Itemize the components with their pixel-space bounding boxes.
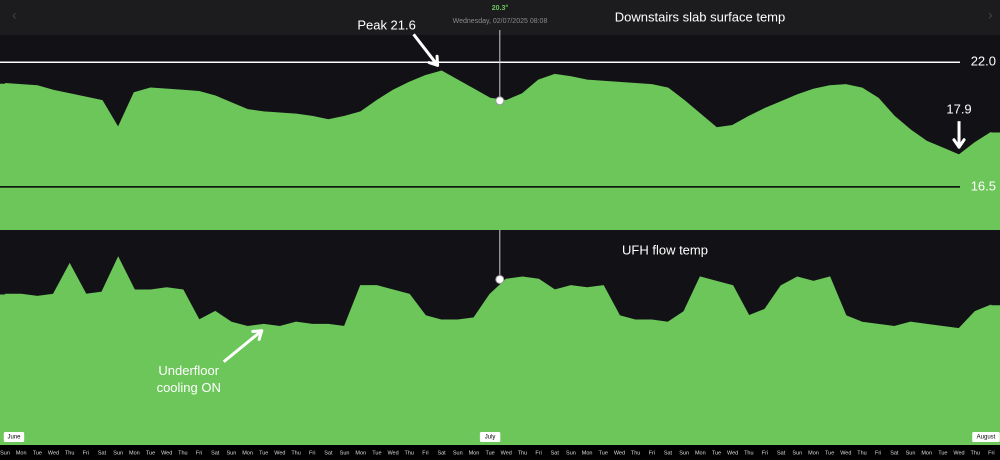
annotation-label: Underfloor cooling ON bbox=[157, 363, 221, 395]
x-tick-label: Tue bbox=[372, 450, 381, 456]
area-fill bbox=[0, 71, 1000, 230]
x-tick-label: Mon bbox=[921, 450, 932, 456]
x-tick-label: Mon bbox=[469, 450, 480, 456]
x-tick-label: Mon bbox=[16, 450, 27, 456]
month-marker: August bbox=[972, 432, 1000, 442]
x-tick-label: Tue bbox=[33, 450, 42, 456]
x-tick-label: Sun bbox=[226, 450, 236, 456]
chart-title: UFH flow temp bbox=[622, 242, 708, 257]
forward-chevron[interactable]: › bbox=[988, 7, 993, 23]
x-tick-label: Mon bbox=[695, 450, 706, 456]
chart-title: Downstairs slab surface temp bbox=[615, 9, 786, 24]
annotation-arrow bbox=[412, 33, 439, 67]
x-tick-label: Sun bbox=[0, 450, 10, 456]
x-tick-label: Sat bbox=[890, 450, 899, 456]
x-tick-label: Mon bbox=[355, 450, 366, 456]
x-tick-label: Wed bbox=[614, 450, 625, 456]
x-tick-label: Mon bbox=[808, 450, 819, 456]
x-tick-label: Thu bbox=[744, 450, 753, 456]
x-tick-label: Sun bbox=[113, 450, 123, 456]
x-tick-label: Thu bbox=[178, 450, 187, 456]
month-label: July bbox=[485, 435, 496, 441]
x-tick-label: Mon bbox=[129, 450, 140, 456]
x-tick-label: Thu bbox=[857, 450, 866, 456]
x-tick-label: Fri bbox=[535, 450, 541, 456]
x-tick-label: Sun bbox=[906, 450, 916, 456]
x-tick-label: Tue bbox=[938, 450, 947, 456]
x-tick-label: Fri bbox=[422, 450, 428, 456]
area-fill bbox=[0, 257, 1000, 445]
x-tick-label: Fri bbox=[762, 450, 768, 456]
month-marker: June bbox=[3, 432, 25, 442]
x-tick-label: Sun bbox=[453, 450, 463, 456]
area-line bbox=[5, 256, 992, 330]
x-tick-label: Tue bbox=[599, 450, 608, 456]
x-tick-label: Sun bbox=[340, 450, 350, 456]
arrow-head bbox=[257, 329, 264, 341]
x-tick-label: Thu bbox=[65, 450, 74, 456]
x-tick-label: Thu bbox=[970, 450, 979, 456]
x-tick-label: Tue bbox=[259, 450, 268, 456]
x-tick-label: Tue bbox=[485, 450, 494, 456]
x-tick-label: Sat bbox=[98, 450, 107, 456]
x-tick-label: Tue bbox=[825, 450, 834, 456]
annotation-label: Peak 21.6 bbox=[357, 18, 416, 33]
x-tick-label: Thu bbox=[405, 450, 414, 456]
x-tick-label: Sun bbox=[679, 450, 689, 456]
header-bar bbox=[0, 0, 1000, 35]
back-chevron[interactable]: ‹ bbox=[12, 7, 17, 23]
month-label-box bbox=[972, 432, 1000, 442]
x-tick-label: Wed bbox=[48, 450, 59, 456]
x-tick-label: Tue bbox=[146, 450, 155, 456]
x-tick-label: Wed bbox=[387, 450, 398, 456]
x-tick-label: Thu bbox=[291, 450, 300, 456]
annotation-arrow bbox=[222, 329, 263, 363]
x-tick-label: Fri bbox=[196, 450, 202, 456]
month-label-box bbox=[3, 432, 25, 442]
x-tick-label: Fri bbox=[83, 450, 89, 456]
annotation-label: 17.9 bbox=[946, 102, 971, 117]
x-tick-label: Sat bbox=[211, 450, 220, 456]
x-tick-label: Sat bbox=[324, 450, 333, 456]
x-tick-label: Fri bbox=[649, 450, 655, 456]
y-tick-label: 22.0 bbox=[971, 54, 996, 69]
plot-layer bbox=[0, 30, 1000, 445]
x-tick-label: Sat bbox=[777, 450, 786, 456]
tooltip-value: 20.3° bbox=[492, 4, 509, 12]
x-tick-label: Sun bbox=[792, 450, 802, 456]
x-tick-label: Thu bbox=[631, 450, 640, 456]
x-axis-strip bbox=[0, 445, 1000, 460]
x-tick-label: Sat bbox=[664, 450, 673, 456]
x-tick-label: Sun bbox=[566, 450, 576, 456]
cursor-dot bbox=[495, 274, 505, 284]
x-tick-label: Sat bbox=[551, 450, 560, 456]
x-tick-label: Wed bbox=[727, 450, 738, 456]
x-tick-label: Thu bbox=[518, 450, 527, 456]
month-marker: July bbox=[479, 432, 501, 442]
x-tick-label: Wed bbox=[501, 450, 512, 456]
cursor-dot bbox=[495, 96, 505, 106]
x-tick-label: Mon bbox=[242, 450, 253, 456]
arrow-head bbox=[952, 138, 961, 149]
month-label-box bbox=[479, 432, 501, 442]
x-tick-label: Wed bbox=[274, 450, 285, 456]
x-tick-label: Wed bbox=[953, 450, 964, 456]
x-tick-label: Wed bbox=[840, 450, 851, 456]
x-tick-label: Fri bbox=[988, 450, 994, 456]
month-label: August bbox=[977, 435, 996, 441]
x-tick-label: Tue bbox=[712, 450, 721, 456]
month-label: June bbox=[7, 435, 21, 441]
x-tick-label: Fri bbox=[875, 450, 881, 456]
x-tick-label: Wed bbox=[161, 450, 172, 456]
y-tick-label: 16.5 bbox=[971, 178, 996, 193]
x-tick-label: Mon bbox=[582, 450, 593, 456]
tooltip-date: Wednesday, 02/07/2025 08:08 bbox=[453, 18, 548, 25]
arrow-head bbox=[427, 61, 440, 67]
x-tick-label: Fri bbox=[309, 450, 315, 456]
x-tick-label: Sat bbox=[437, 450, 446, 456]
